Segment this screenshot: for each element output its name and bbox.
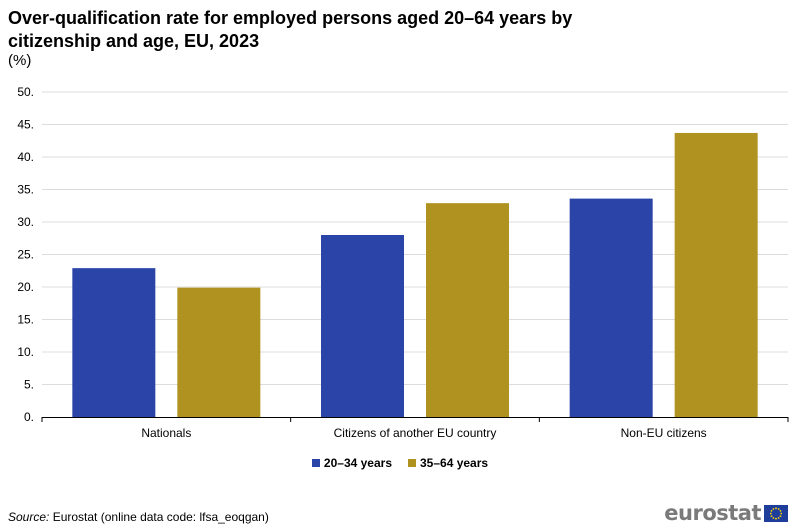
gridlines (42, 91, 788, 385)
y-tick-label: 50. (17, 85, 34, 99)
bar (569, 198, 653, 417)
eu-flag-stars (769, 506, 783, 520)
y-tick-label: 35. (17, 183, 34, 197)
y-tick-label: 30. (17, 215, 34, 229)
star-icon (775, 506, 777, 509)
category-label: Citizens of another EU country (334, 426, 497, 440)
unit-label: (%) (8, 52, 32, 69)
legend: 20–34 years 35–64 years (0, 456, 800, 470)
x-axis (41, 417, 789, 422)
category-label: Nationals (141, 426, 191, 440)
y-tick-label: 5. (24, 378, 34, 392)
category-label: Non-EU citizens (621, 426, 707, 440)
y-tick-label: 40. (17, 150, 34, 164)
star-icon (772, 507, 775, 510)
bar-chart: 0. 5. 10. 15. 20. 25. 30. 35. 40. 45. 50. National… (17, 85, 789, 440)
legend-label-35-64: 35–64 years (420, 456, 489, 470)
y-tick-label: 10. (17, 345, 34, 359)
bar (72, 268, 156, 417)
eurostat-wordmark: eurostat (664, 501, 761, 525)
y-tick-label: 0. (24, 410, 34, 424)
bar (674, 132, 758, 417)
star-icon (777, 516, 780, 519)
source-prefix: Source: (8, 510, 50, 524)
legend-label-20-34: 20–34 years (323, 456, 392, 470)
source-note: Source: Eurostat (online data code: lfsa… (8, 510, 269, 524)
legend-swatch-20-34 (311, 459, 320, 467)
legend-item-35-64: 35–64 years (408, 456, 488, 470)
bars (72, 132, 758, 417)
eu-flag-background (764, 504, 788, 522)
bar (177, 287, 261, 417)
bar (426, 203, 509, 417)
chart-title: Over-qualification rate for employed per… (8, 8, 573, 51)
star-icon (769, 512, 772, 514)
star-icon (780, 512, 783, 514)
category-labels: Nationals Citizens of another EU country N… (141, 426, 706, 440)
eu-flag-icon (764, 504, 788, 522)
star-icon (775, 517, 777, 520)
y-tick-label: 15. (17, 313, 34, 327)
star-icon (772, 516, 775, 519)
y-tick-label: 45. (17, 118, 34, 132)
star-icon (770, 509, 773, 512)
y-tick-label: 20. (17, 280, 34, 294)
source-text: Eurostat (online data code: lfsa_eoqgan) (52, 510, 269, 524)
star-icon (777, 507, 780, 510)
legend-item-20-34: 20–34 years (311, 456, 392, 470)
star-icon (779, 514, 782, 517)
bar (321, 235, 404, 417)
y-tick-label: 25. (17, 248, 34, 262)
eurostat-logo: eurostat (664, 502, 788, 524)
star-icon (770, 514, 773, 517)
y-tick-labels: 0. 5. 10. 15. 20. 25. 30. 35. 40. 45. 50. (17, 85, 34, 424)
legend-swatch-35-64 (408, 459, 416, 467)
star-icon (779, 509, 782, 512)
